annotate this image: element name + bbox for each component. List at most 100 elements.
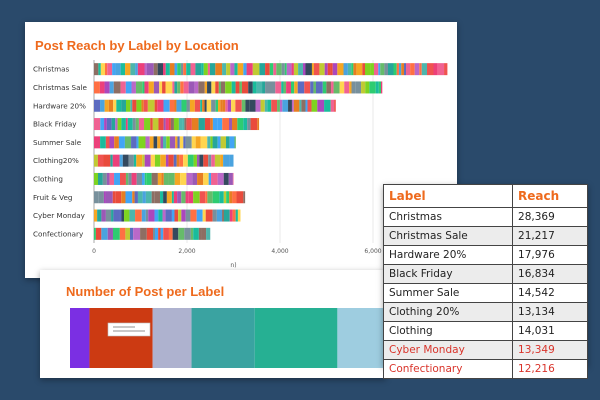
bar-segment[interactable] <box>180 81 184 94</box>
bar-segment[interactable] <box>396 63 399 76</box>
bar-segment[interactable] <box>190 227 194 240</box>
bar-segment[interactable] <box>191 136 196 149</box>
bar-segment[interactable] <box>147 99 155 112</box>
bar-segment[interactable] <box>181 99 187 112</box>
bar-segment[interactable] <box>198 227 202 240</box>
bar-segment[interactable] <box>154 154 161 167</box>
bar-segment[interactable] <box>249 99 256 112</box>
bar-segment[interactable] <box>326 81 332 94</box>
bar-segment[interactable] <box>125 191 133 204</box>
bar-segment[interactable] <box>225 81 232 94</box>
bar-segment[interactable] <box>347 63 352 76</box>
bar-segment[interactable] <box>160 154 166 167</box>
bar-segment[interactable] <box>241 99 246 112</box>
bar-segment[interactable] <box>115 191 122 204</box>
bar-segment[interactable] <box>163 191 167 204</box>
bar-segment[interactable] <box>205 209 213 222</box>
bar-segment[interactable] <box>204 99 207 112</box>
bar-segment[interactable] <box>174 209 179 222</box>
bar-segment[interactable] <box>151 191 155 204</box>
bar-segment[interactable] <box>115 118 118 131</box>
bar-segment[interactable] <box>196 209 203 222</box>
bar-segment[interactable] <box>174 99 177 112</box>
bar-segment[interactable] <box>293 99 300 112</box>
bar-segment[interactable] <box>229 191 233 204</box>
bar-segment[interactable] <box>104 63 108 76</box>
bar-segment[interactable] <box>155 227 159 240</box>
bar-segment[interactable] <box>136 172 142 185</box>
bar-segment[interactable] <box>241 81 249 94</box>
bar-segment[interactable] <box>220 81 226 94</box>
bar-segment[interactable] <box>135 209 142 222</box>
bar-segment[interactable] <box>95 227 102 240</box>
label-bar-segment[interactable] <box>70 308 90 368</box>
bar-segment[interactable] <box>190 63 196 76</box>
bar-segment[interactable] <box>137 63 145 76</box>
bar-segment[interactable] <box>232 209 236 222</box>
bar-segment[interactable] <box>94 63 99 76</box>
bar-segment[interactable] <box>211 154 215 167</box>
bar-segment[interactable] <box>121 99 126 112</box>
bar-segment[interactable] <box>133 227 141 240</box>
bar-segment[interactable] <box>157 172 162 185</box>
bar-segment[interactable] <box>94 154 98 167</box>
bar-segment[interactable] <box>294 81 298 94</box>
bar-segment[interactable] <box>232 191 237 204</box>
bar-segment[interactable] <box>225 99 228 112</box>
bar-segment[interactable] <box>229 209 233 222</box>
bar-segment[interactable] <box>234 63 238 76</box>
bar-segment[interactable] <box>228 118 233 131</box>
bar-segment[interactable] <box>183 154 188 167</box>
bar-segment[interactable] <box>103 191 106 204</box>
bar-segment[interactable] <box>179 154 184 167</box>
bar-segment[interactable] <box>204 81 208 94</box>
bar-segment[interactable] <box>141 172 145 185</box>
bar-segment[interactable] <box>334 99 336 112</box>
bar-segment[interactable] <box>105 136 110 149</box>
bar-segment[interactable] <box>198 81 205 94</box>
bar-segment[interactable] <box>193 191 200 204</box>
bar-segment[interactable] <box>153 63 158 76</box>
bar-segment[interactable] <box>94 118 101 131</box>
bar-segment[interactable] <box>203 154 209 167</box>
bar-segment[interactable] <box>211 81 216 94</box>
bar-segment[interactable] <box>327 63 331 76</box>
bar-segment[interactable] <box>132 118 136 131</box>
bar-segment[interactable] <box>324 63 328 76</box>
bar-segment[interactable] <box>154 99 158 112</box>
bar-segment[interactable] <box>146 172 152 185</box>
bar-segment[interactable] <box>209 63 216 76</box>
bar-segment[interactable] <box>129 209 136 222</box>
bar-segment[interactable] <box>337 63 344 76</box>
bar-segment[interactable] <box>125 81 132 94</box>
bar-segment[interactable] <box>207 191 213 204</box>
bar-segment[interactable] <box>217 172 224 185</box>
bar-segment[interactable] <box>262 81 266 94</box>
bar-segment[interactable] <box>271 81 276 94</box>
bar-segment[interactable] <box>197 172 204 185</box>
bar-segment[interactable] <box>410 63 415 76</box>
bar-segment[interactable] <box>331 81 334 94</box>
bar-segment[interactable] <box>317 99 325 112</box>
label-bar-segment[interactable] <box>337 308 386 368</box>
bar-segment[interactable] <box>145 191 152 204</box>
bar-segment[interactable] <box>384 63 388 76</box>
bar-segment[interactable] <box>198 118 205 131</box>
bar-segment[interactable] <box>426 63 434 76</box>
bar-segment[interactable] <box>344 81 350 94</box>
bar-segment[interactable] <box>116 99 122 112</box>
bar-segment[interactable] <box>199 191 206 204</box>
bar-segment[interactable] <box>104 81 110 94</box>
bar-segment[interactable] <box>125 63 131 76</box>
bar-segment[interactable] <box>333 81 340 94</box>
bar-segment[interactable] <box>223 191 227 204</box>
bar-segment[interactable] <box>281 63 285 76</box>
bar-segment[interactable] <box>166 136 170 149</box>
bar-segment[interactable] <box>322 81 327 94</box>
bar-segment[interactable] <box>145 209 149 222</box>
bar-segment[interactable] <box>282 99 289 112</box>
bar-segment[interactable] <box>135 63 138 76</box>
bar-segment[interactable] <box>279 99 283 112</box>
bar-segment[interactable] <box>373 63 379 76</box>
bar-segment[interactable] <box>185 136 192 149</box>
